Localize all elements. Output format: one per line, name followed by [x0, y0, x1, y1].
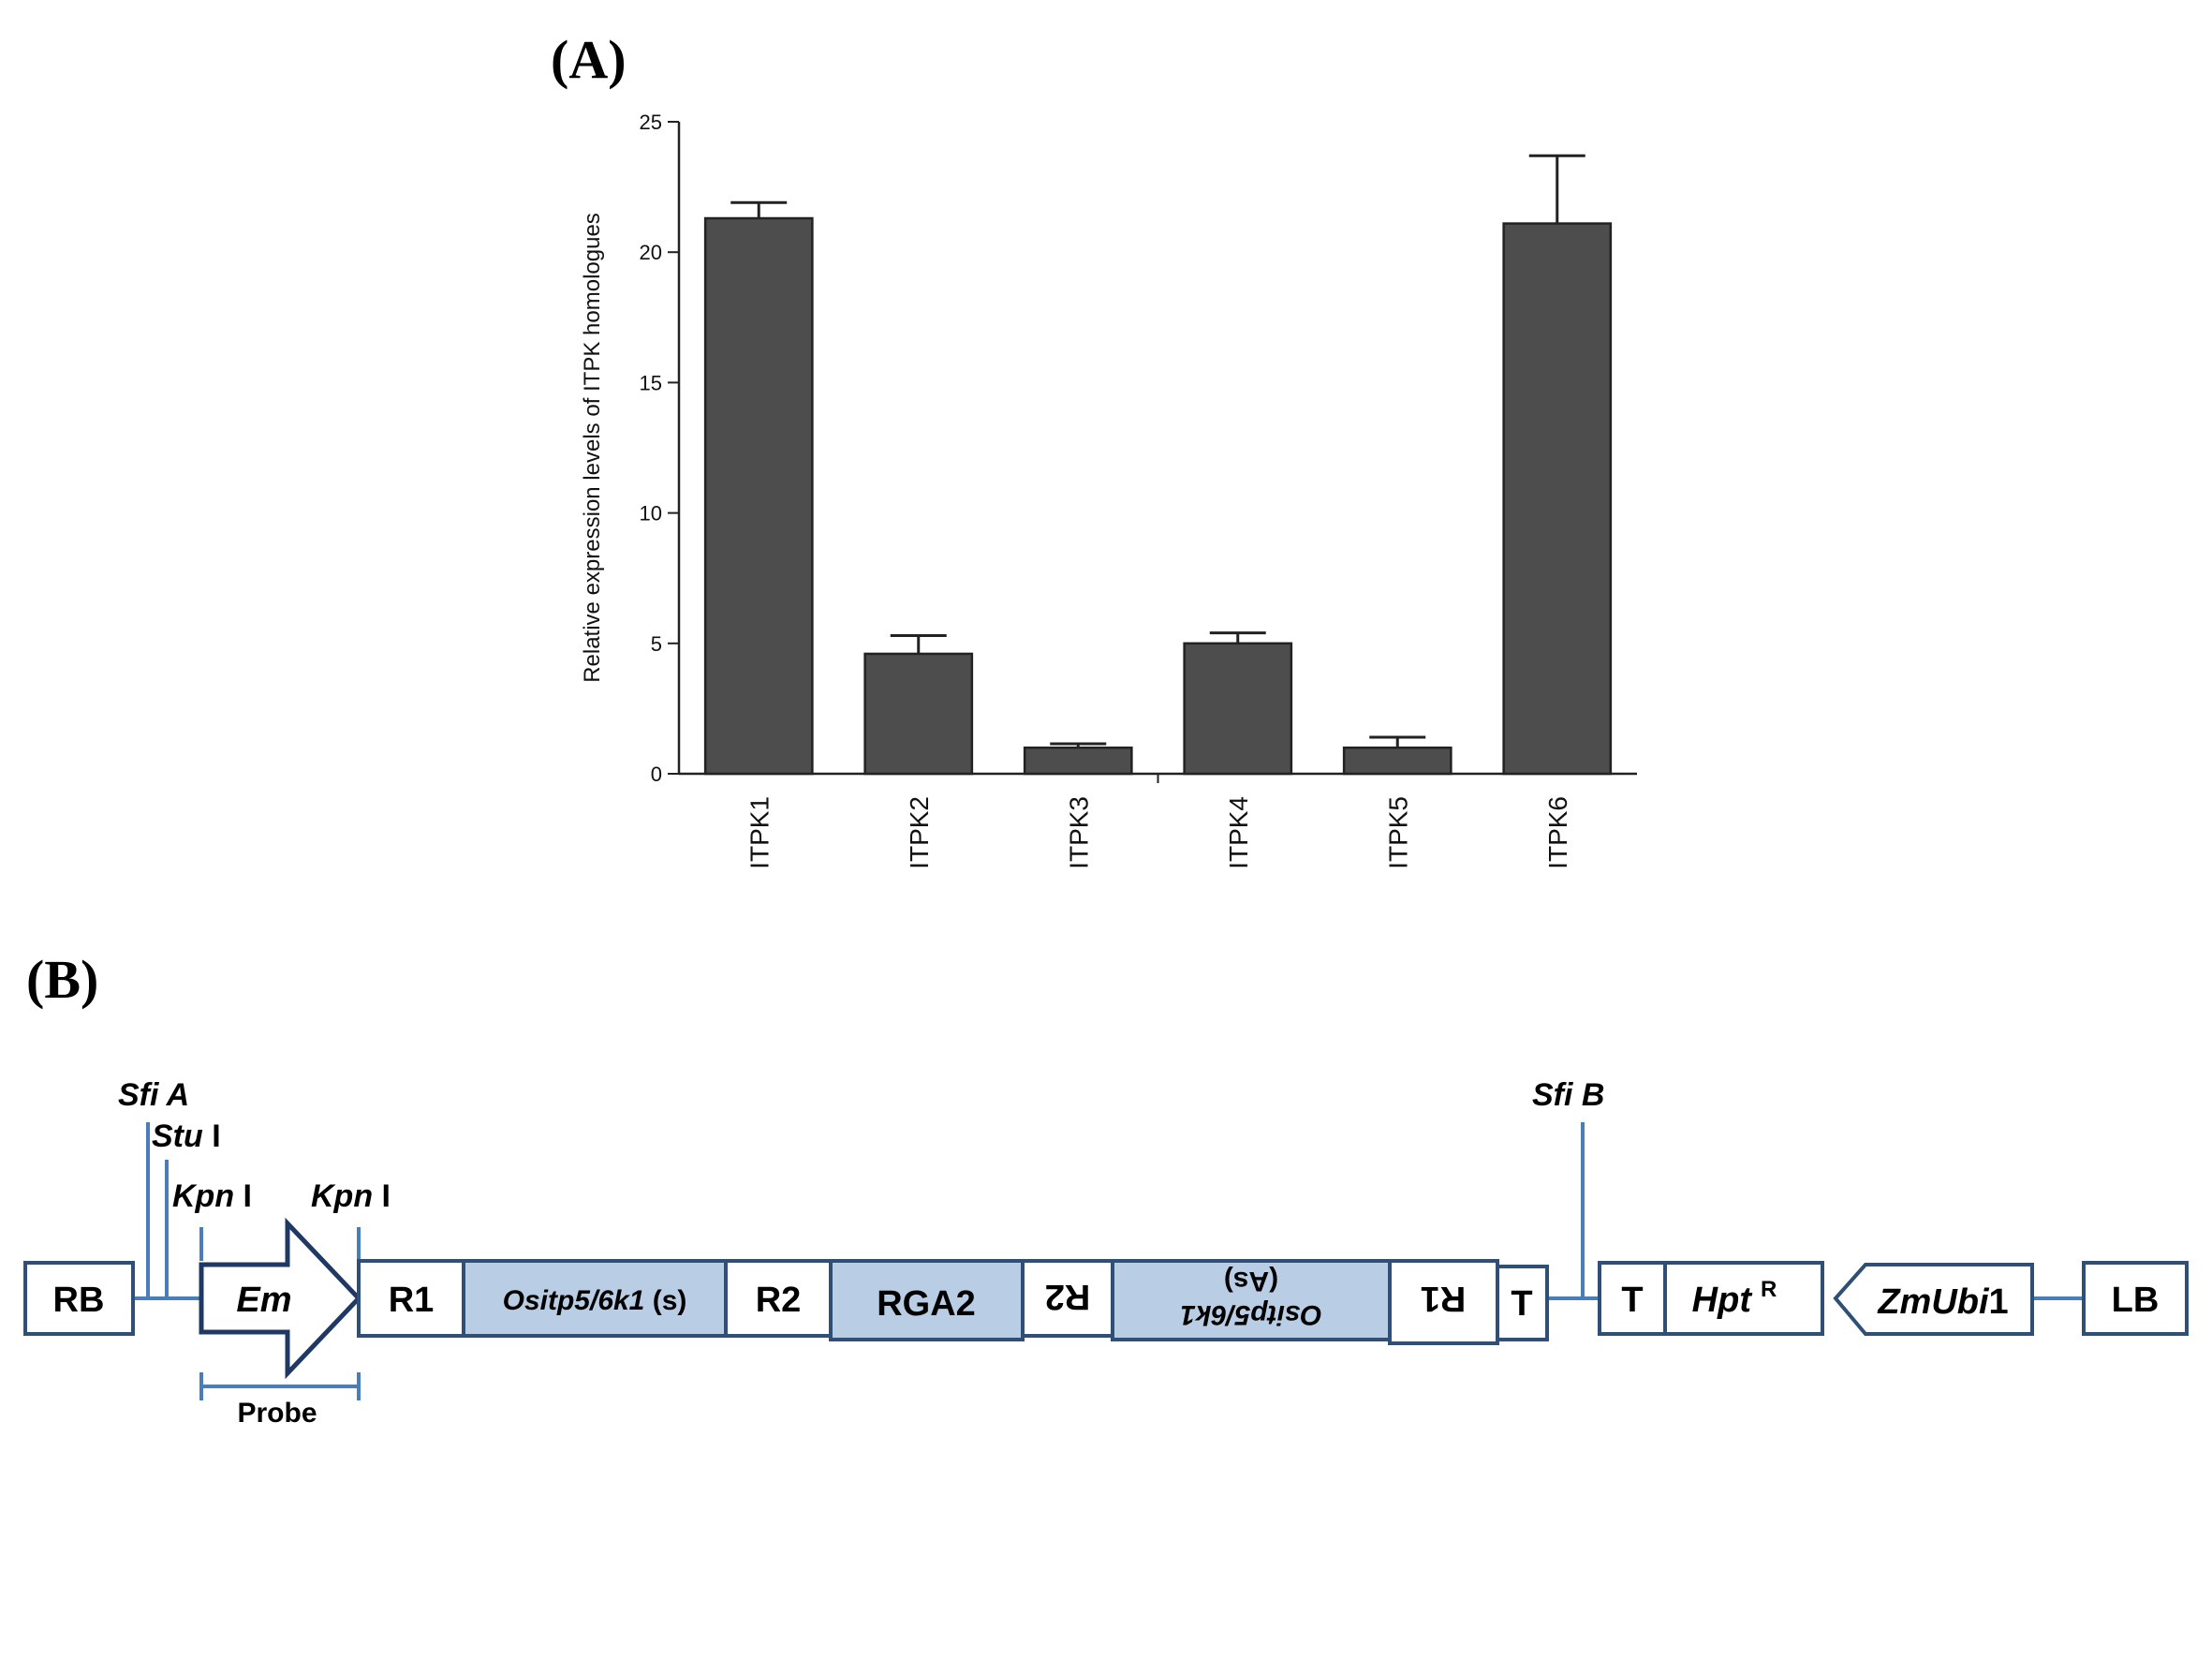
r2-inverted-label: R2	[1045, 1277, 1091, 1316]
r2-label: R2	[756, 1281, 802, 1320]
lb-box	[2082, 1261, 2189, 1336]
bar-chart: 0 5 10 15 20 25 Relative expression levels of …	[580, 111, 1637, 869]
kpn-i-label-left: Kpn I	[172, 1178, 252, 1214]
stu-i-label: Stu I	[152, 1118, 221, 1154]
x-tick-label-itpk3: ITPK3	[1064, 796, 1093, 869]
y-tick-label: 10	[640, 502, 662, 526]
y-tick-label: 25	[640, 111, 662, 134]
y-axis-label: Relative expression levels of ITPK homol…	[580, 213, 605, 683]
panel-b-label: (B)	[26, 949, 99, 1010]
r2-inverted-box	[1021, 1259, 1114, 1338]
zmubi1-label: ZmUbi1	[1877, 1282, 2008, 1322]
r1-box	[357, 1259, 465, 1338]
bar-itpk3	[1023, 746, 1133, 776]
x-tick-label-itpk4: ITPK4	[1224, 796, 1253, 869]
rb-box	[23, 1261, 135, 1336]
x-tick-label-itpk2: ITPK2	[905, 796, 934, 869]
rga2-label: RGA2	[877, 1284, 976, 1324]
x-tick-label-itpk1: ITPK1	[745, 796, 774, 869]
panel-a-label: (A)	[551, 29, 627, 90]
kpn-i-label-right: Kpn I	[311, 1178, 391, 1214]
y-tick-label: 0	[651, 763, 662, 786]
y-tick-label: 5	[651, 632, 662, 656]
hpt-label: Hpt R	[1692, 1277, 1777, 1320]
chart-bars	[703, 154, 1613, 776]
y-tick-label: 15	[640, 371, 662, 394]
chart-axes	[668, 121, 1637, 783]
ositp-sense-label: Ositp5/6k1 (s)	[503, 1285, 687, 1316]
ositp-antisense-box	[1111, 1259, 1392, 1341]
x-tick-label-itpk6: ITPK6	[1543, 796, 1572, 869]
terminator-label-1: T	[1511, 1284, 1532, 1324]
ositp-antisense-text: Ositp5/6k1 (As)	[1180, 1266, 1322, 1330]
hpt-box	[1663, 1261, 1824, 1336]
lb-label: LB	[2112, 1281, 2160, 1320]
chart-labels: 0 5 10 15 20 25 Relative expression levels of …	[580, 111, 1572, 869]
zmubi1-promoter-box	[1833, 1263, 2034, 1336]
bar-itpk2	[863, 652, 974, 776]
x-tick-label-itpk5: ITPK5	[1383, 796, 1412, 869]
em-promoter-arrow	[199, 1217, 362, 1380]
ositp-antisense-name: Ositp5/6k1	[1180, 1299, 1322, 1330]
ositp-sense-box	[462, 1259, 728, 1338]
probe-label: Probe	[237, 1398, 317, 1429]
y-tick-label: 20	[640, 241, 662, 264]
bar-itpk5	[1342, 746, 1453, 776]
ositp-antisense-suffix: (As)	[1224, 1266, 1278, 1296]
bar-itpk1	[703, 216, 814, 776]
r1-inverted-label: R1	[1421, 1279, 1467, 1318]
terminator-box-2	[1598, 1261, 1667, 1336]
rb-label: RB	[53, 1281, 105, 1320]
sfi-b-label: Sfi B	[1532, 1077, 1604, 1113]
sfi-a-label: Sfi A	[118, 1077, 189, 1113]
r1-label: R1	[389, 1281, 435, 1320]
em-label: Em	[236, 1281, 291, 1320]
terminator-box-1	[1496, 1265, 1549, 1341]
r2-box	[724, 1259, 833, 1338]
terminator-label-2: T	[1621, 1281, 1643, 1320]
